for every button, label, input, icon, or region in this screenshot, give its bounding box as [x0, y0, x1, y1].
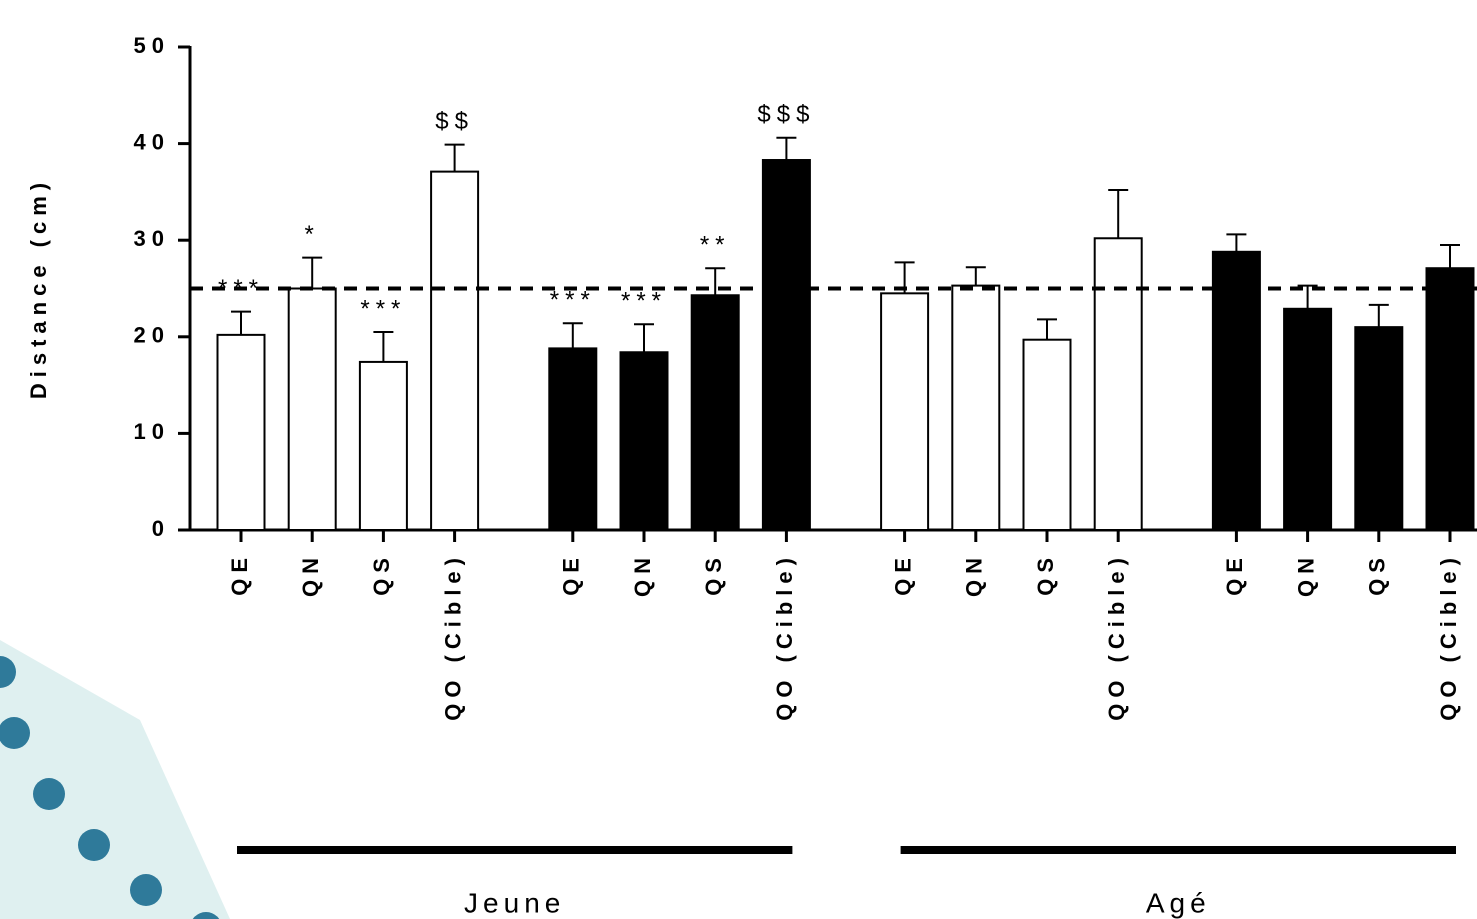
- x-tick-label: QE: [559, 552, 584, 596]
- bar: [289, 289, 336, 531]
- annotation: $$$: [757, 101, 815, 128]
- bar: [692, 295, 739, 530]
- y-tick-label: 10: [134, 419, 170, 444]
- group-label: Jeune: [464, 887, 565, 918]
- annotation: ***: [621, 288, 667, 315]
- y-tick-label: 50: [134, 33, 170, 58]
- bar: [431, 172, 478, 530]
- bar: [218, 335, 265, 530]
- annotation: *: [305, 221, 320, 248]
- y-axis-title: Distance (cm): [26, 177, 51, 399]
- decor-dot: [78, 829, 110, 861]
- bar: [1284, 309, 1331, 530]
- x-tick-label: QN: [630, 552, 655, 597]
- annotation: ***: [360, 295, 406, 322]
- y-tick-label: 30: [134, 226, 170, 251]
- bar: [1427, 268, 1474, 530]
- decor-dot: [33, 778, 65, 810]
- y-tick-label: 40: [134, 129, 170, 154]
- bar: [881, 293, 928, 530]
- annotation: $$: [435, 108, 474, 135]
- x-tick-label: QO (Cible): [1436, 552, 1461, 721]
- x-tick-label: QS: [701, 552, 726, 596]
- bar: [549, 348, 596, 530]
- bar: [952, 286, 999, 530]
- bar: [360, 362, 407, 530]
- decor-shape: [0, 640, 230, 919]
- x-tick-label: QN: [298, 552, 323, 597]
- bar: [763, 160, 810, 530]
- x-tick-label: QS: [1033, 552, 1058, 596]
- x-tick-label: QO (Cible): [772, 552, 797, 721]
- y-tick-label: 0: [152, 516, 170, 541]
- annotation: ***: [550, 287, 596, 314]
- y-tick-label: 20: [134, 323, 170, 348]
- x-tick-label: QN: [962, 552, 987, 597]
- x-tick-label: QS: [369, 552, 394, 596]
- x-tick-label: QO (Cible): [440, 552, 465, 721]
- decoration: [0, 640, 230, 919]
- bar: [1095, 238, 1142, 530]
- decor-dot: [130, 874, 162, 906]
- chart: Distance (cm) 0 10 20 30 40 50 QE *** QN * QS *** QO…: [0, 0, 1477, 919]
- bar: [621, 352, 668, 530]
- group-label: Agé: [1146, 887, 1211, 918]
- x-tick-label: QE: [1222, 552, 1247, 596]
- x-tick-label: QO (Cible): [1104, 552, 1129, 721]
- annotation: **: [700, 232, 731, 259]
- x-tick-label: QE: [227, 552, 252, 596]
- bar: [1213, 252, 1260, 530]
- x-tick-label: QS: [1365, 552, 1390, 596]
- x-tick-label: QE: [890, 552, 915, 596]
- bar: [1355, 327, 1402, 530]
- x-tick-label: QN: [1293, 552, 1318, 597]
- bar: [1024, 340, 1071, 530]
